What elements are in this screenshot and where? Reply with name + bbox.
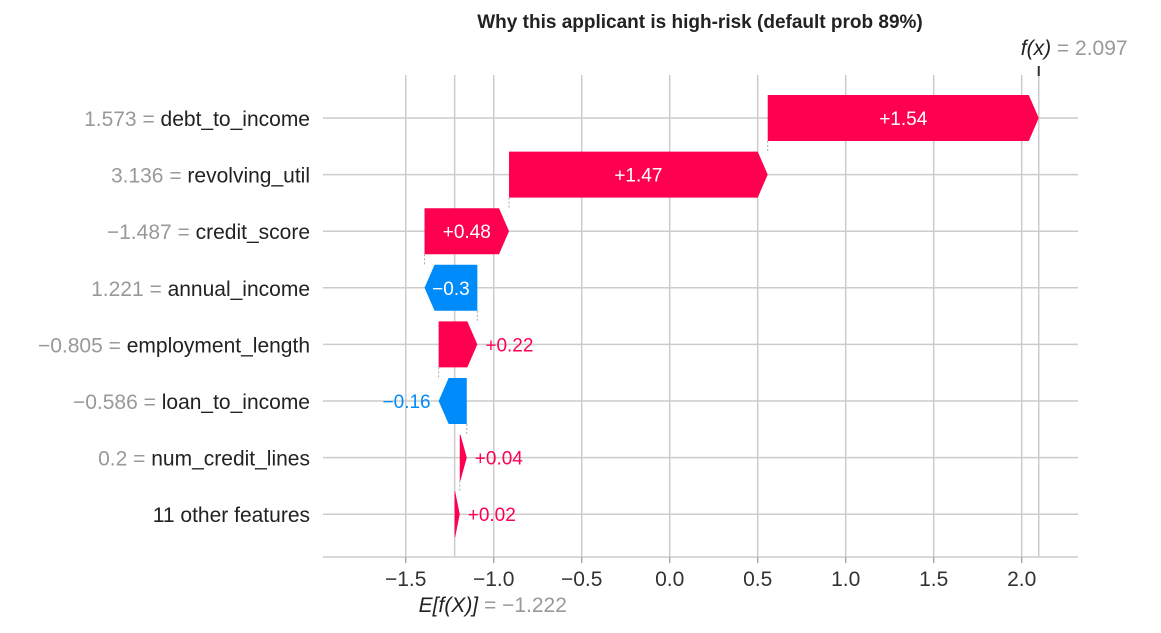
x-tick-label: 1.0 bbox=[831, 568, 860, 591]
feature-name: debt_to_income bbox=[161, 108, 310, 131]
feature-labels: 1.573 = debt_to_income 3.136 = revolving_… bbox=[38, 108, 310, 527]
feature-name: revolving_util bbox=[187, 165, 310, 188]
feature-value: 1.221 = bbox=[91, 278, 167, 301]
feature-label: 1.221 = annual_income bbox=[91, 278, 310, 301]
feature-label: −1.487 = credit_score bbox=[107, 221, 310, 244]
feature-name: credit_score bbox=[196, 221, 310, 244]
bar-label: +0.02 bbox=[468, 505, 516, 526]
feature-name: 11 other features bbox=[153, 504, 310, 527]
chart-title: Why this applicant is high-risk (default… bbox=[477, 12, 923, 33]
output-value-annotation: f(x) = 2.097 bbox=[1021, 37, 1128, 60]
feature-value: 3.136 = bbox=[111, 165, 187, 188]
connector-lines bbox=[424, 141, 769, 492]
bar-label: +0.04 bbox=[475, 449, 524, 470]
bar-label: +0.48 bbox=[443, 222, 491, 243]
feature-value: 0.2 = bbox=[98, 448, 151, 471]
feature-value: 1.573 = bbox=[84, 108, 160, 131]
x-tick-label: 0.5 bbox=[743, 568, 772, 591]
x-tick-label: −1.5 bbox=[385, 568, 426, 591]
bar-label: +1.47 bbox=[614, 166, 662, 187]
bar-label: +0.22 bbox=[485, 335, 533, 356]
bar-label: −0.16 bbox=[383, 392, 431, 413]
x-tick-label: −1.0 bbox=[473, 568, 514, 591]
bar-positive bbox=[424, 208, 510, 255]
feature-label: 1.573 = debt_to_income bbox=[84, 108, 310, 131]
x-axis: −1.5 −1.0 −0.5 0.0 0.5 1.0 1.5 2.0 bbox=[323, 556, 1078, 591]
bar-positive bbox=[509, 151, 768, 198]
x-tick-label: 1.5 bbox=[919, 568, 948, 591]
output-symbol: f(x) bbox=[1021, 37, 1051, 60]
bar-negative bbox=[438, 378, 467, 424]
feature-label: −0.586 = loan_to_income bbox=[73, 391, 310, 414]
x-tick-label: 0.0 bbox=[655, 568, 684, 591]
bars bbox=[424, 95, 1039, 538]
base-symbol: E[f(X)] bbox=[419, 594, 480, 617]
output-value: = 2.097 bbox=[1051, 37, 1127, 60]
feature-name: annual_income bbox=[168, 278, 310, 301]
bar-negative bbox=[424, 264, 478, 311]
x-tick-label: −0.5 bbox=[561, 568, 602, 591]
bar-label: +1.54 bbox=[879, 109, 928, 130]
output-value-label: f(x) = 2.097 bbox=[1021, 37, 1128, 60]
base-value: = −1.222 bbox=[478, 594, 567, 617]
bar-positive bbox=[767, 95, 1039, 141]
x-tick-label: 2.0 bbox=[1007, 568, 1036, 591]
bar-positive bbox=[454, 491, 460, 538]
feature-label: 3.136 = revolving_util bbox=[111, 165, 310, 188]
feature-name: num_credit_lines bbox=[151, 448, 310, 471]
bar-positive bbox=[438, 321, 478, 368]
feature-name: employment_length bbox=[127, 334, 310, 357]
base-value-label: E[f(X)] = −1.222 bbox=[419, 594, 567, 617]
feature-value: −0.805 = bbox=[38, 334, 127, 357]
feature-value: −1.487 = bbox=[107, 221, 196, 244]
feature-label: −0.805 = employment_length bbox=[38, 334, 310, 357]
bar-positive bbox=[459, 434, 467, 481]
bar-label: −0.3 bbox=[432, 279, 470, 300]
bar-labels: +1.54 +1.47 +0.48 −0.3 +0.22 −0.16 +0.04 +0.02 bbox=[383, 109, 928, 526]
base-value-annotation: E[f(X)] = −1.222 bbox=[419, 594, 567, 617]
feature-label: 0.2 = num_credit_lines bbox=[98, 448, 310, 471]
feature-label: 11 other features bbox=[153, 504, 310, 527]
feature-value: −0.586 = bbox=[73, 391, 162, 414]
feature-name: loan_to_income bbox=[162, 391, 310, 414]
